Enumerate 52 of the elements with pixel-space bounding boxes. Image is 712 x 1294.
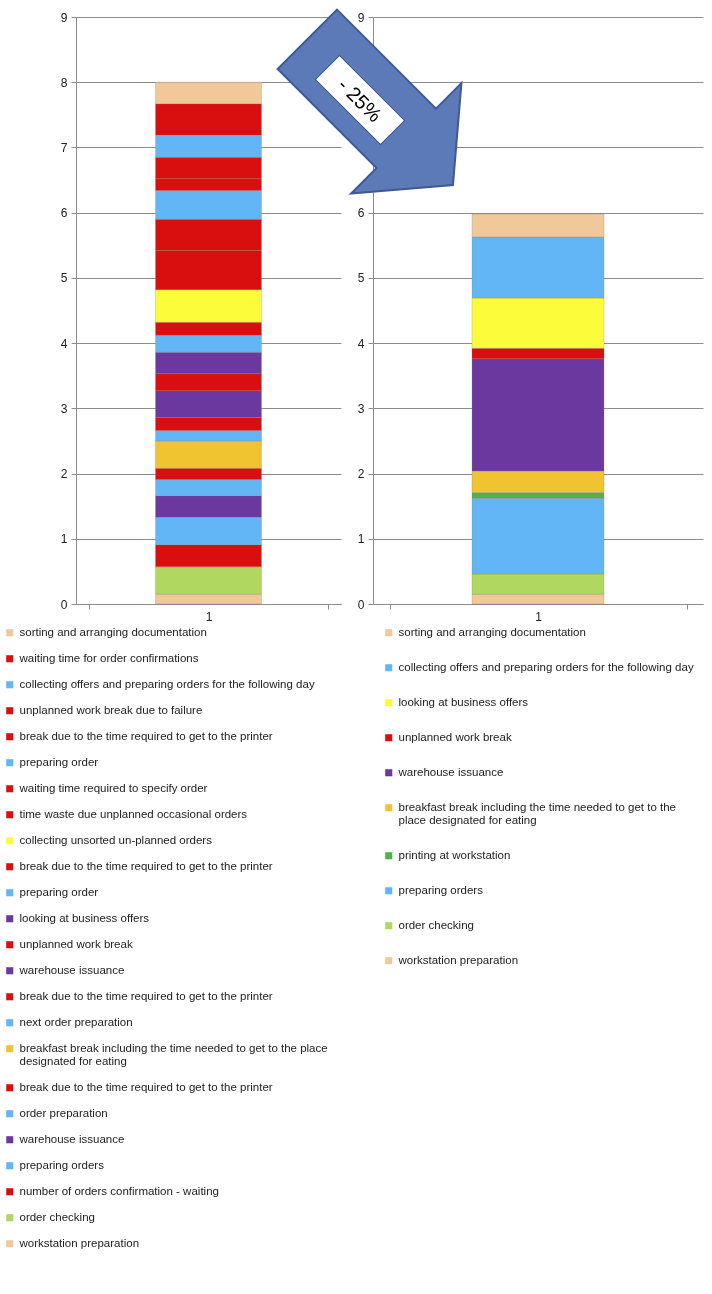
legend-label: breakfast break including the time needed to get to the place designated for eating — [398, 800, 676, 827]
legend-label: collecting unsorted un-planned orders — [19, 833, 213, 846]
legend-label: preparing order — [19, 755, 99, 768]
y-tick-label: 6 — [357, 206, 365, 221]
legend-label: unplanned work break — [19, 937, 133, 950]
y-tick-label: 1 — [60, 532, 68, 547]
legend-label: waiting time for order confirmations — [18, 651, 199, 664]
legend-label: collecting offers and preparing orders for the following day — [398, 660, 694, 673]
y-tick-label: 4 — [357, 336, 365, 351]
y-tick-label: 2 — [357, 467, 365, 482]
legend-label: workstation preparation — [18, 1236, 140, 1249]
legend-label: break due to the time required to get to the printer — [19, 989, 273, 1002]
legend-label: sorting and arranging documentation — [19, 625, 207, 638]
legend-label: order preparation — [19, 1106, 108, 1119]
y-tick-label: 9 — [60, 10, 68, 25]
legend-label: warehouse issuance — [18, 1132, 125, 1145]
legend-label: warehouse issuance — [18, 963, 125, 976]
legend-label: break due to the time required to get to the printer — [19, 859, 273, 872]
y-tick-label: 5 — [357, 271, 365, 286]
y-tick-label: 0 — [357, 597, 365, 612]
legend-label: preparing orders — [19, 1158, 105, 1171]
legend-label: order checking — [398, 918, 474, 931]
y-tick-label: 0 — [60, 597, 68, 612]
legend-label: unplanned work break — [398, 730, 512, 743]
y-tick-label: 5 — [60, 271, 68, 286]
y-tick-label: 1 — [357, 532, 365, 547]
legend-label: printing at workstation — [398, 848, 511, 861]
legend-label: preparing order — [19, 885, 99, 898]
legend-label: sorting and arranging documentation — [398, 625, 586, 638]
legend-label: number of orders confirmation - waiting — [19, 1184, 219, 1197]
legend-label: waiting time required to specify order — [18, 781, 208, 794]
legend-label: collecting offers and preparing orders for the following day — [19, 677, 315, 690]
legend-label: looking at business offers — [398, 695, 529, 708]
legend-label: break due to the time required to get to the printer — [19, 1080, 273, 1093]
legend-label: order checking — [19, 1210, 95, 1223]
legend-label: looking at business offers — [19, 911, 150, 924]
legend-label: break due to the time required to get to the printer — [19, 729, 273, 742]
y-tick-label: 7 — [60, 140, 68, 155]
legend-label: preparing orders — [398, 883, 484, 896]
legend-label: unplanned work break due to failure — [19, 703, 203, 716]
legend-label: breakfast break including the time needed to get to the place designated for eating — [19, 1041, 328, 1068]
legend-label: warehouse issuance — [397, 765, 504, 778]
y-tick-label: 3 — [60, 401, 68, 416]
legend-label: workstation preparation — [397, 953, 519, 966]
legend-label: time waste due unplanned occasional orders — [19, 807, 248, 820]
legend-label: next order preparation — [19, 1015, 133, 1028]
y-tick-label: 9 — [357, 10, 365, 25]
y-tick-label: 4 — [60, 336, 68, 351]
y-tick-label: 6 — [60, 206, 68, 221]
y-tick-label: 8 — [60, 75, 68, 90]
y-tick-label: 2 — [60, 467, 68, 482]
y-tick-label: 3 — [357, 401, 365, 416]
